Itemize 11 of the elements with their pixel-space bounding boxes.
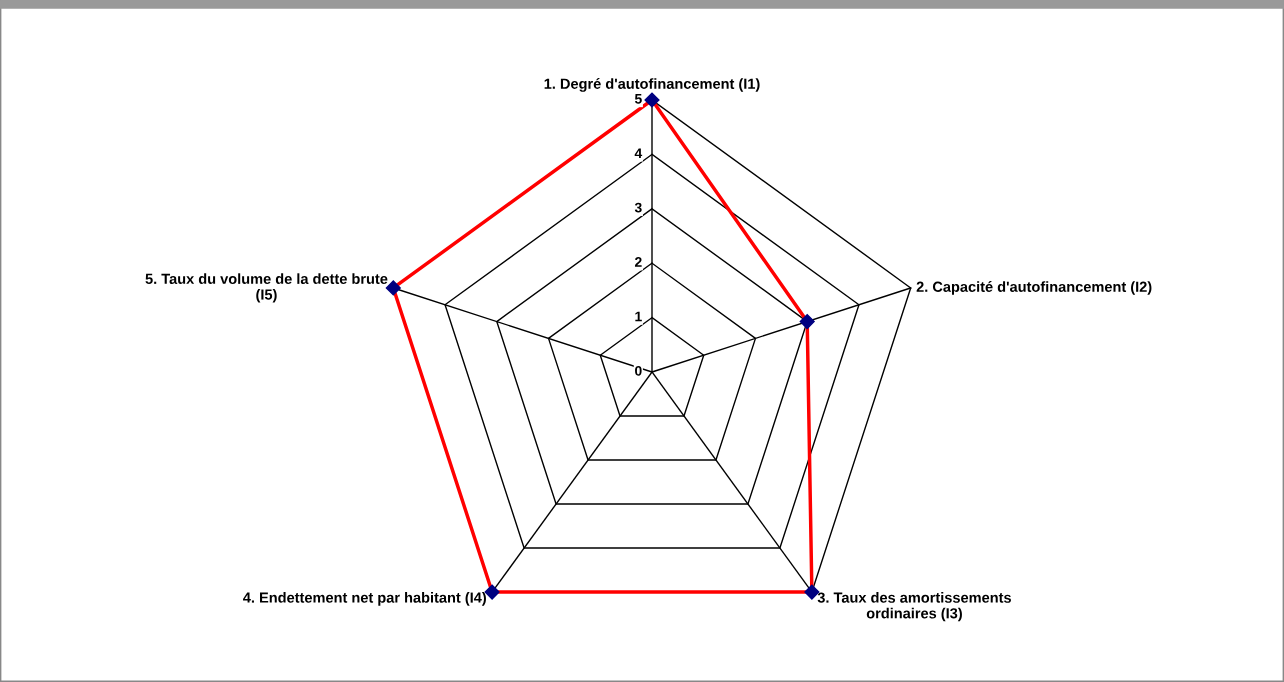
y-tick-label: 0	[635, 365, 642, 376]
spoke-label: 2. Capacité d'autofinancement (I2)	[916, 281, 1152, 295]
y-tick-label: 3	[634, 202, 642, 213]
y-tick-label: 4	[634, 148, 643, 158]
y-tick-label: 1	[635, 311, 642, 322]
spoke-label: 1. Degré d'autofinancement (I1)	[544, 78, 760, 92]
spoke-label: 5. Taux du volume de la dette brute (I5)	[145, 273, 388, 303]
y-tick-label: 2	[634, 257, 642, 267]
spoke-label: 4. Endettement net par habitant (I4)	[243, 592, 486, 606]
spoke-label: 3. Taux des amortissements ordinaires (I3)	[817, 592, 1011, 622]
y-tick-label: 5	[634, 94, 642, 104]
